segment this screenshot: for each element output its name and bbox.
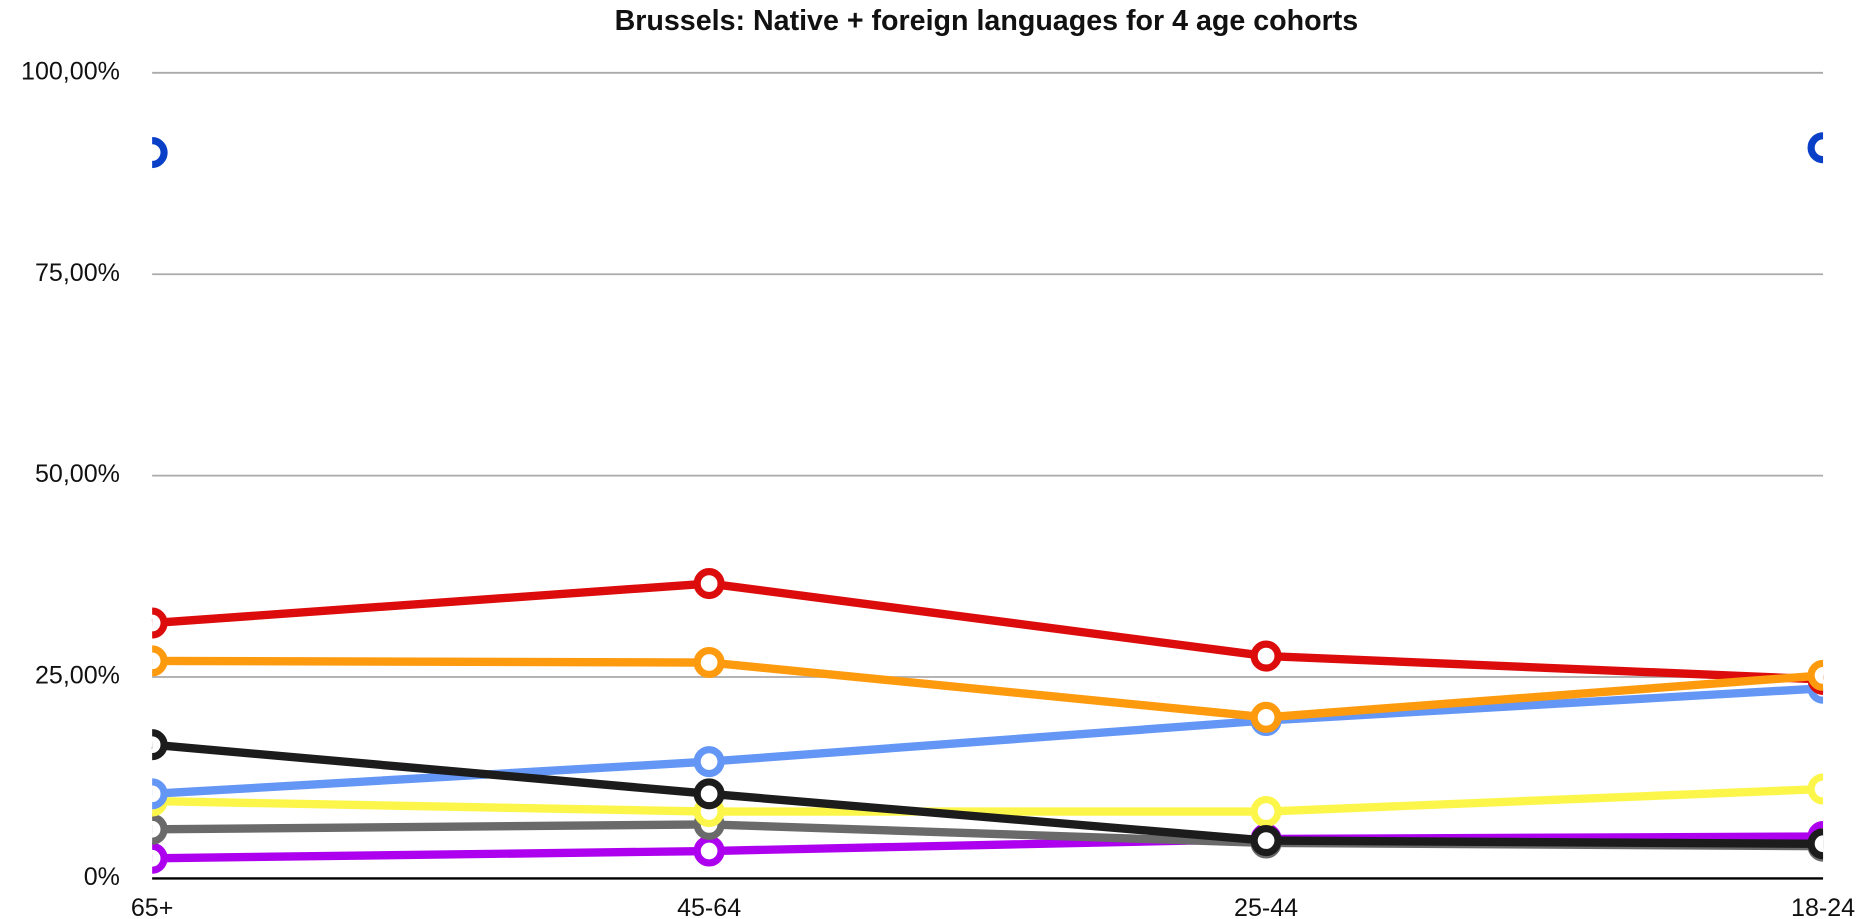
series-line [151,684,1824,799]
series-line [152,832,1824,863]
data-point [1250,640,1282,672]
x-tick-label: 18-24 [1791,894,1855,919]
y-tick-label: 50,00% [35,460,120,488]
data-point [1250,796,1282,828]
data-point [1807,828,1824,860]
series-line [151,579,1824,684]
x-tick-label: 65+ [131,894,174,919]
x-tick-label: 45-64 [677,894,741,919]
data-point [1807,773,1824,805]
data-point [693,778,725,810]
y-tick-label: 25,00% [35,662,120,690]
data-point [152,813,168,845]
data-point [152,842,168,874]
data-point [693,646,725,679]
data-point [1807,659,1824,691]
y-tick-label: 100,00% [21,57,120,85]
series-line [151,740,1824,848]
series-line [152,656,1824,722]
series-line [152,784,1824,816]
data-point [152,607,168,639]
data-point [152,645,168,677]
data-point [693,835,725,867]
data-point [693,568,725,600]
data-point [1250,825,1282,857]
data-point [152,137,168,169]
x-tick-label: 25-44 [1234,894,1298,919]
data-point [152,778,168,810]
data-point [152,729,168,761]
data-point [1250,701,1282,733]
y-tick-label: 0% [84,863,120,891]
chart-title: Brussels: Native + foreign languages for… [615,5,1359,37]
y-tick-label: 75,00% [35,259,120,287]
data-point [1807,132,1824,164]
data-point [693,746,725,778]
